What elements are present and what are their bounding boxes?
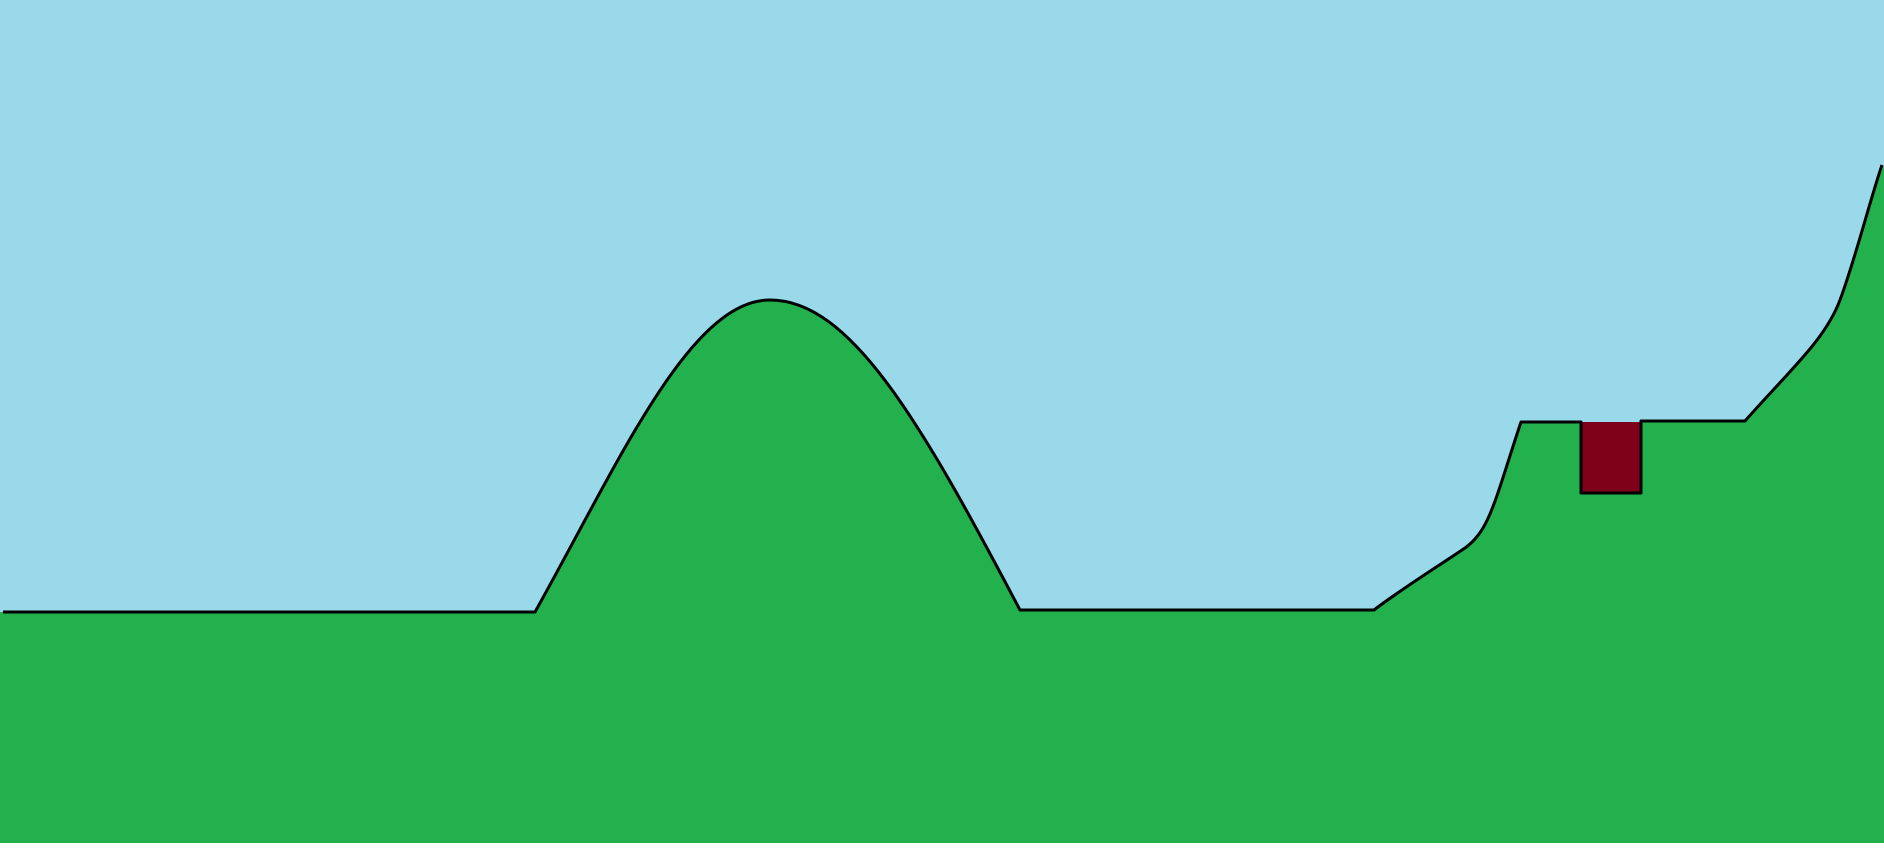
ground-outline — [3, 164, 1884, 614]
ground-terrain — [0, 165, 1884, 843]
red-block — [1581, 422, 1641, 493]
